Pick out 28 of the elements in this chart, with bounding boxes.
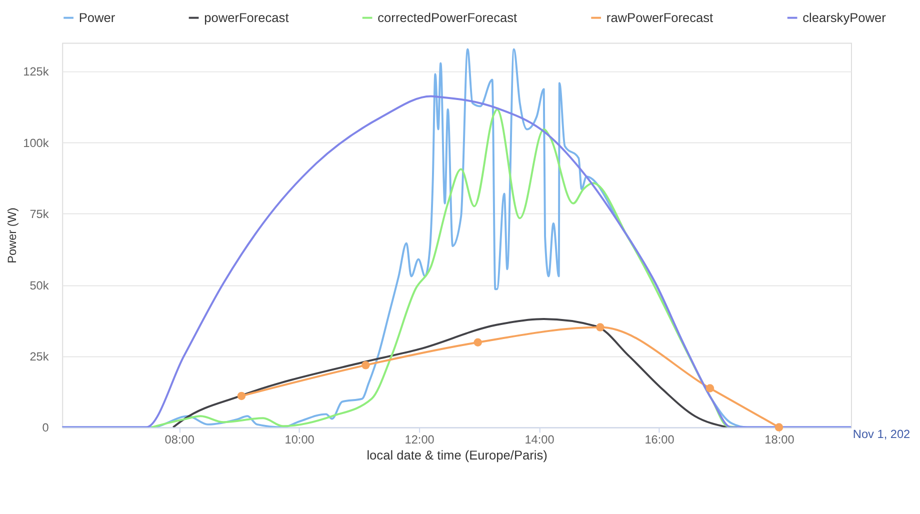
legend-label: rawPowerForecast <box>606 10 714 25</box>
x-tick-label: 10:00 <box>284 432 315 447</box>
x-tick-label: 16:00 <box>644 432 675 447</box>
y-tick-label: 125k <box>23 64 49 79</box>
x-tick-label: 18:00 <box>764 432 795 447</box>
y-tick-label: 100k <box>23 136 49 150</box>
text: Nov 1, 202 <box>852 427 910 442</box>
legend-label: Power <box>78 10 116 25</box>
point <box>474 338 482 347</box>
y-axis-title: Power (W) <box>5 208 20 264</box>
y-tick-label: 75k <box>30 207 49 222</box>
legend-label: correctedPowerForecast <box>378 10 518 25</box>
line-series <box>172 318 728 428</box>
x-tick-label: 12:00 <box>404 432 435 447</box>
point <box>706 384 714 392</box>
point <box>774 423 784 432</box>
y-tick-label: 0 <box>42 420 50 435</box>
point <box>237 392 246 400</box>
x-tick-label: 14:00 <box>524 432 555 447</box>
y-tick-label: 50k <box>30 278 49 292</box>
x-axis-title: local date & time (Europe/Paris) <box>366 447 548 462</box>
point <box>596 323 604 332</box>
point <box>362 361 370 370</box>
y-tick-label: 25k <box>30 350 49 364</box>
line-series <box>150 108 738 428</box>
legend-label: clearskyPower <box>802 10 887 25</box>
x-tick-label: 08:00 <box>164 432 195 447</box>
legend-label: powerForecast <box>204 10 290 25</box>
